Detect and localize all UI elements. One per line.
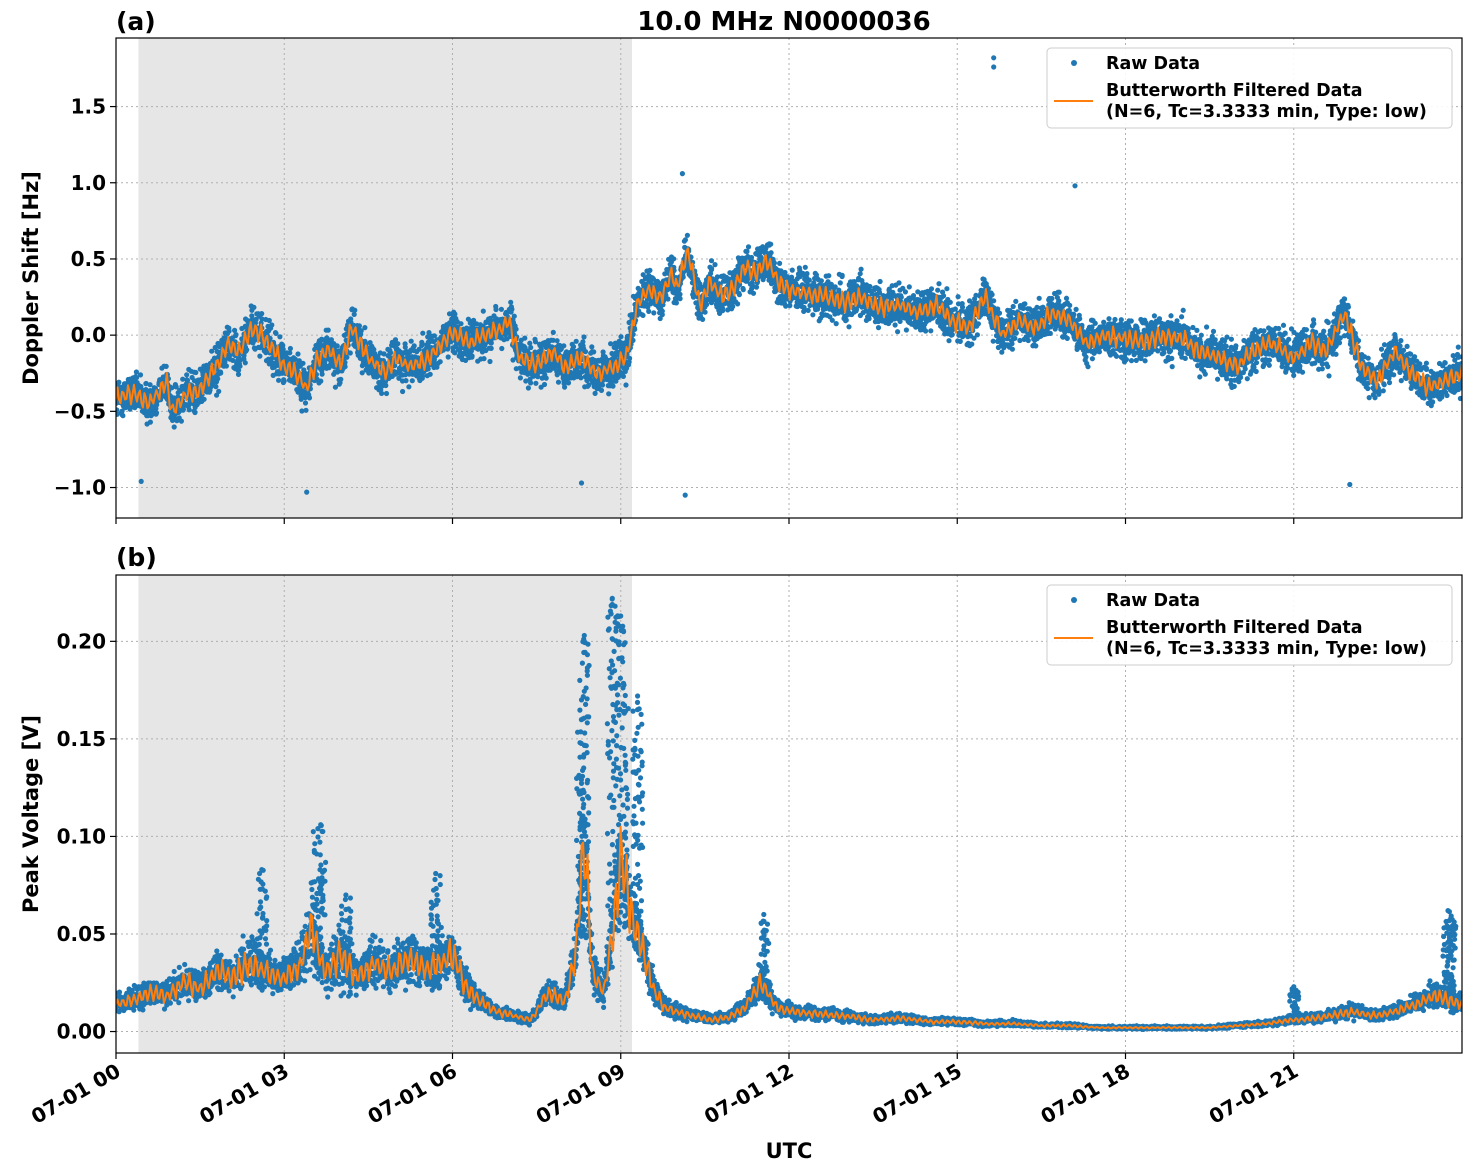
panel-a: −1.0−0.50.00.51.01.5 Doppler Shift [Hz] … xyxy=(19,38,1465,524)
panel-a-shaded-region xyxy=(138,38,632,518)
panel-b-legend-raw-marker xyxy=(1071,597,1077,603)
panel-b-legend-filtered-params: (N=6, Tc=3.3333 min, Type: low) xyxy=(1106,639,1427,659)
panel-b-legend-filtered: Butterworth Filtered Data xyxy=(1106,618,1363,638)
a-ytick-label: 1.0 xyxy=(71,171,106,195)
panel-a-legend-filtered: Butterworth Filtered Data xyxy=(1106,81,1363,101)
a-ytick-label: −1.0 xyxy=(54,476,106,500)
panel-b: 0.000.050.100.150.20 07-01 00 07-01 03 07-… xyxy=(19,575,1465,1129)
b-xtick-label: 07-01 03 xyxy=(195,1059,293,1129)
a-ytick-label: 0.0 xyxy=(71,323,106,347)
b-ytick-label: 0.15 xyxy=(57,727,106,751)
b-xtick-label: 07-01 09 xyxy=(532,1059,630,1129)
a-ytick-label: 1.5 xyxy=(71,95,106,119)
panel-b-x-ticks: 07-01 00 07-01 03 07-01 06 07-01 09 07-01 12… xyxy=(27,1053,1302,1129)
panel-b-legend-raw: Raw Data xyxy=(1106,591,1200,611)
panel-a-label: (a) xyxy=(116,7,156,36)
b-xtick-label: 07-01 06 xyxy=(363,1059,461,1129)
b-xtick-label: 07-01 12 xyxy=(700,1059,798,1129)
a-ytick-label: −0.5 xyxy=(54,399,106,423)
b-xtick-label: 07-01 18 xyxy=(1036,1059,1134,1129)
a-shade-rect xyxy=(138,38,632,518)
b-xtick-label: 07-01 00 xyxy=(27,1059,125,1129)
panel-b-legend: Raw Data Butterworth Filtered Data (N=6,… xyxy=(1047,585,1452,665)
panel-b-y-ticks: 0.00 0.05 0.10 0.15 0.20 xyxy=(57,629,116,1043)
b-ytick-label: 0.00 xyxy=(57,1020,106,1044)
b-xtick-label: 07-01 21 xyxy=(1205,1059,1303,1129)
b-ytick-label: 0.05 xyxy=(57,922,106,946)
panel-a-legend-raw-marker xyxy=(1071,60,1077,66)
panel-a-y-ticks: −1.0 −0.5 0.0 0.5 1.0 1.5 xyxy=(54,95,116,500)
panel-a-legend: Raw Data Butterworth Filtered Data (N=6,… xyxy=(1047,48,1452,128)
panel-a-x-ticks xyxy=(116,518,1294,524)
panel-a-ylabel: Doppler Shift [Hz] xyxy=(19,171,43,385)
x-axis-label: UTC xyxy=(766,1139,813,1163)
figure-title: 10.0 MHz N0000036 xyxy=(637,7,930,37)
panel-a-legend-filtered-params: (N=6, Tc=3.3333 min, Type: low) xyxy=(1106,102,1427,122)
b-xtick-label: 07-01 15 xyxy=(868,1059,966,1129)
panel-b-label: (b) xyxy=(116,543,157,572)
b-ytick-label: 0.10 xyxy=(57,824,106,848)
b-ytick-label: 0.20 xyxy=(57,629,106,653)
panel-b-ylabel: Peak Voltage [V] xyxy=(19,715,43,913)
panel-a-legend-raw: Raw Data xyxy=(1106,54,1200,74)
a-ytick-label: 0.5 xyxy=(71,247,106,271)
